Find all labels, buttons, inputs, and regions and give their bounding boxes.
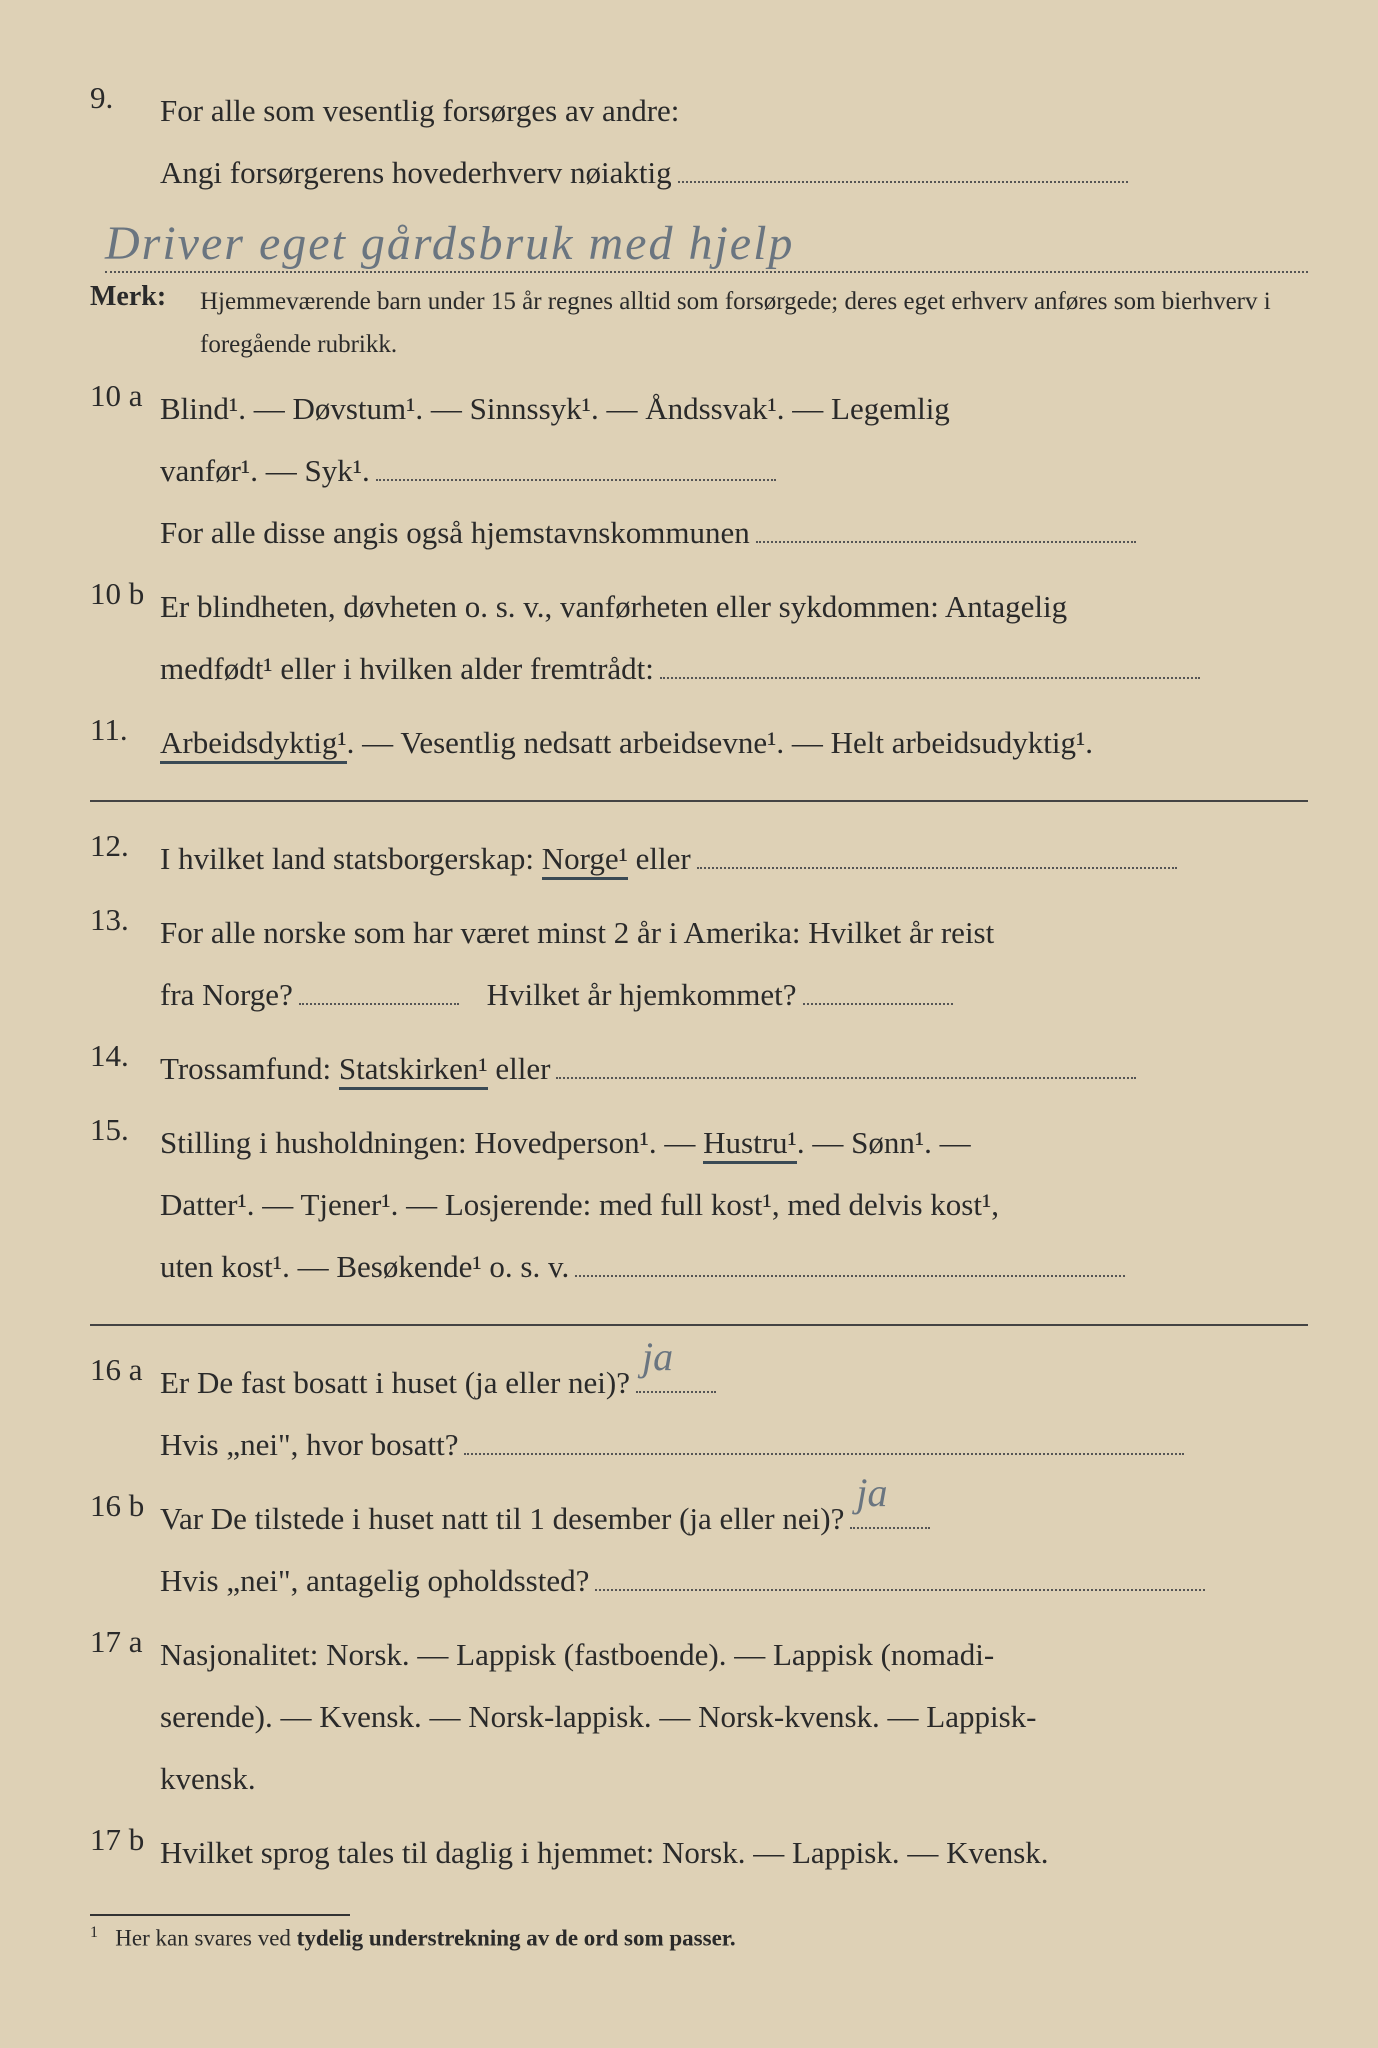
census-form-page: 9. For alle som vesentlig forsørges av a… — [90, 80, 1308, 1952]
q13-blank2[interactable] — [803, 1003, 953, 1005]
q9-handwritten-line[interactable]: Driver eget gårdsbruk med hjelp — [105, 216, 1308, 273]
q11-arbeidsdyktig: Arbeidsdyktig¹ — [160, 725, 347, 764]
footnote-rule — [90, 1914, 350, 1916]
footnote-marker: 1 — [90, 1924, 98, 1941]
q15-line3: uten kost¹. — Besøkende¹ o. s. v. — [160, 1249, 569, 1284]
question-17a: 17 a Nasjonalitet: Norsk. — Lappisk (fas… — [90, 1624, 1308, 1810]
question-9: 9. For alle som vesentlig forsørges av a… — [90, 80, 1308, 204]
q10b-number: 10 b — [90, 576, 160, 612]
q16b-number: 16 b — [90, 1488, 160, 1524]
q12-content: I hvilket land statsborgerskap: Norge¹ e… — [160, 828, 1308, 890]
question-14: 14. Trossamfund: Statskirken¹ eller — [90, 1038, 1308, 1100]
q16a-content: Er De fast bosatt i huset (ja eller nei)… — [160, 1352, 1308, 1476]
q13-blank1[interactable] — [299, 1003, 459, 1005]
q15-line1b: . — Sønn¹. — — [797, 1125, 971, 1160]
q10b-blank[interactable] — [660, 677, 1200, 679]
q17b-content: Hvilket sprog tales til daglig i hjemmet… — [160, 1822, 1308, 1884]
question-17b: 17 b Hvilket sprog tales til daglig i hj… — [90, 1822, 1308, 1884]
q12-norge: Norge¹ — [542, 841, 628, 880]
q12-number: 12. — [90, 828, 160, 864]
q17a-number: 17 a — [90, 1624, 160, 1660]
q10a-blank1[interactable] — [376, 479, 776, 481]
q15-hustru: Hustru¹ — [703, 1125, 797, 1164]
q17a-line1: Nasjonalitet: Norsk. — Lappisk (fastboen… — [160, 1637, 994, 1672]
q17b-text: Hvilket sprog tales til daglig i hjemmet… — [160, 1835, 1049, 1870]
q10a-line1: Blind¹. — Døvstum¹. — Sinnssyk¹. — Åndss… — [160, 391, 950, 426]
q10a-blank2[interactable] — [756, 541, 1136, 543]
q15-content: Stilling i husholdningen: Hovedperson¹. … — [160, 1112, 1308, 1298]
merk-note: Merk: Hjemmeværende barn under 15 år reg… — [90, 281, 1308, 366]
q14-number: 14. — [90, 1038, 160, 1074]
q10a-content: Blind¹. — Døvstum¹. — Sinnssyk¹. — Åndss… — [160, 378, 1308, 564]
q11-rest: . — Vesentlig nedsatt arbeidsevne¹. — He… — [347, 725, 1093, 760]
q10a-number: 10 a — [90, 378, 160, 414]
q15-blank[interactable] — [575, 1275, 1125, 1277]
q16a-line1: Er De fast bosatt i huset (ja eller nei)… — [160, 1365, 630, 1400]
q15-line1a: Stilling i husholdningen: Hovedperson¹. … — [160, 1125, 703, 1160]
question-10b: 10 b Er blindheten, døvheten o. s. v., v… — [90, 576, 1308, 700]
merk-text: Hjemmeværende barn under 15 år regnes al… — [200, 281, 1308, 366]
q13-content: For alle norske som har været minst 2 år… — [160, 902, 1308, 1026]
merk-label: Merk: — [90, 281, 200, 313]
q9-content: For alle som vesentlig forsørges av andr… — [160, 80, 1308, 204]
question-12: 12. I hvilket land statsborgerskap: Norg… — [90, 828, 1308, 890]
question-13: 13. For alle norske som har været minst … — [90, 902, 1308, 1026]
q12-text-a: I hvilket land statsborgerskap: — [160, 841, 542, 876]
q14-statskirken: Statskirken¹ — [339, 1051, 488, 1090]
q15-line2: Datter¹. — Tjener¹. — Losjerende: med fu… — [160, 1187, 999, 1222]
q14-blank[interactable] — [556, 1077, 1136, 1079]
q12-text-b: eller — [628, 841, 691, 876]
q9-blank1[interactable] — [678, 181, 1128, 183]
q17a-line3: kvensk. — [160, 1761, 256, 1796]
divider-2 — [90, 1324, 1308, 1326]
q14-text-b: eller — [488, 1051, 551, 1086]
q9-number: 9. — [90, 80, 160, 116]
q16b-content: Var De tilstede i huset natt til 1 desem… — [160, 1488, 1308, 1612]
q9-line2: Angi forsørgerens hovederhverv nøiaktig — [160, 155, 672, 190]
q15-number: 15. — [90, 1112, 160, 1148]
q13-number: 13. — [90, 902, 160, 938]
q12-blank[interactable] — [697, 867, 1177, 869]
q16a-blank1[interactable]: ja — [636, 1391, 716, 1393]
question-15: 15. Stilling i husholdningen: Hovedperso… — [90, 1112, 1308, 1298]
q17a-line2: serende). — Kvensk. — Norsk-lappisk. — N… — [160, 1699, 1036, 1734]
q13-line1: For alle norske som har været minst 2 år… — [160, 915, 994, 950]
divider-1 — [90, 800, 1308, 802]
q16a-line2: Hvis „nei", hvor bosatt? — [160, 1427, 458, 1462]
q16b-blank2[interactable] — [595, 1589, 1205, 1591]
q9-line1: For alle som vesentlig forsørges av andr… — [160, 93, 679, 128]
q16b-answer: ja — [856, 1453, 887, 1533]
q11-number: 11. — [90, 712, 160, 748]
q10b-line2: medfødt¹ eller i hvilken alder fremtrådt… — [160, 651, 654, 686]
footnote-text-a: Her kan svares ved — [115, 1926, 296, 1951]
footnote-text-b: tydelig understrekning av de ord som pas… — [297, 1926, 736, 1951]
q16b-line2: Hvis „nei", antagelig opholdssted? — [160, 1563, 589, 1598]
q17a-content: Nasjonalitet: Norsk. — Lappisk (fastboen… — [160, 1624, 1308, 1810]
q9-handwriting: Driver eget gårdsbruk med hjelp — [105, 217, 794, 270]
q13-line2a: fra Norge? — [160, 977, 293, 1012]
q10a-line3: For alle disse angis også hjemstavnskomm… — [160, 515, 750, 550]
q13-line2b: Hvilket år hjemkommet? — [487, 977, 797, 1012]
q10a-line2a: vanfør¹. — Syk¹. — [160, 453, 370, 488]
q10b-content: Er blindheten, døvheten o. s. v., vanfør… — [160, 576, 1308, 700]
footnote: 1 Her kan svares ved tydelig understrekn… — [90, 1924, 1308, 1952]
question-16a: 16 a Er De fast bosatt i huset (ja eller… — [90, 1352, 1308, 1476]
q14-content: Trossamfund: Statskirken¹ eller — [160, 1038, 1308, 1100]
question-16b: 16 b Var De tilstede i huset natt til 1 … — [90, 1488, 1308, 1612]
question-10a: 10 a Blind¹. — Døvstum¹. — Sinnssyk¹. — … — [90, 378, 1308, 564]
q10b-line1: Er blindheten, døvheten o. s. v., vanfør… — [160, 589, 1067, 624]
q14-text-a: Trossamfund: — [160, 1051, 339, 1086]
q16a-blank2[interactable] — [464, 1453, 1184, 1455]
q16a-number: 16 a — [90, 1352, 160, 1388]
q16a-answer: ja — [642, 1317, 673, 1397]
q17b-number: 17 b — [90, 1822, 160, 1858]
question-11: 11. Arbeidsdyktig¹. — Vesentlig nedsatt … — [90, 712, 1308, 774]
q11-content: Arbeidsdyktig¹. — Vesentlig nedsatt arbe… — [160, 712, 1308, 774]
q16b-line1: Var De tilstede i huset natt til 1 desem… — [160, 1501, 844, 1536]
q16b-blank1[interactable]: ja — [850, 1527, 930, 1529]
